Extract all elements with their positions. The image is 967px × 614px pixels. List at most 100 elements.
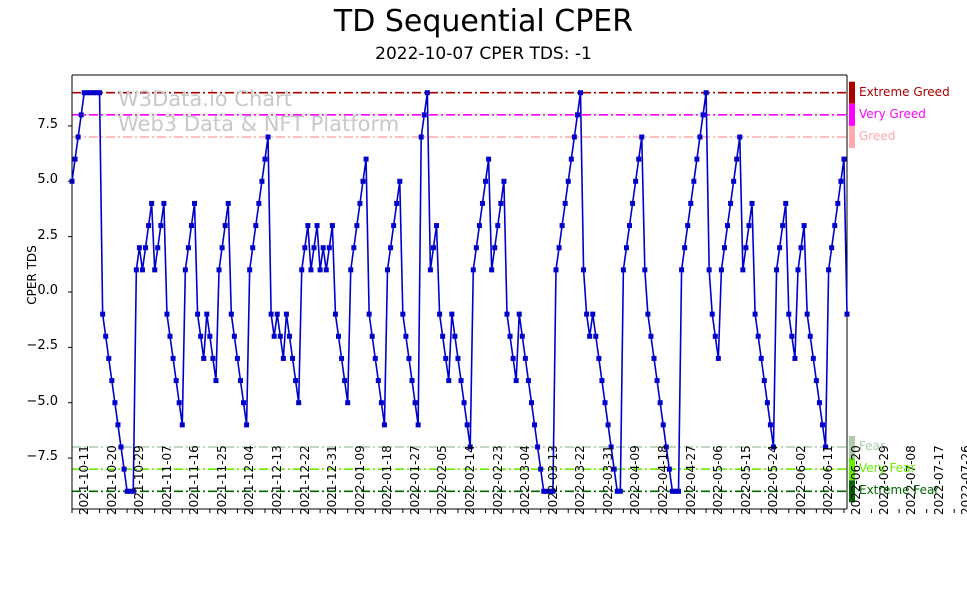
- data-point: [112, 400, 118, 406]
- data-point: [731, 178, 737, 184]
- data-point: [605, 422, 611, 428]
- data-point: [510, 355, 516, 361]
- data-point: [559, 223, 565, 229]
- threshold-swatch: [849, 458, 855, 481]
- data-point: [222, 223, 228, 229]
- data-point: [271, 333, 277, 339]
- data-point: [538, 466, 544, 472]
- x-tick-label: 2021-10-20: [104, 445, 119, 515]
- data-point: [578, 90, 583, 96]
- data-point: [336, 333, 341, 339]
- x-tick-label: 2022-04-09: [628, 445, 643, 515]
- data-point: [633, 178, 639, 184]
- data-point: [574, 112, 580, 118]
- data-point: [823, 444, 829, 450]
- x-tick-label: 2022-07-26: [959, 445, 967, 515]
- data-point: [345, 400, 351, 406]
- data-point: [535, 444, 541, 450]
- data-point: [348, 267, 354, 273]
- data-point: [562, 200, 568, 206]
- data-point: [700, 112, 706, 118]
- data-point: [455, 355, 461, 361]
- data-point: [216, 267, 222, 273]
- data-point: [749, 200, 755, 206]
- x-tick-label: 2022-03-31: [600, 445, 615, 515]
- data-point: [657, 400, 663, 406]
- data-point: [440, 333, 446, 339]
- series-markers: [69, 90, 850, 494]
- data-point: [676, 488, 682, 494]
- x-tick-label: 2021-12-04: [242, 445, 257, 515]
- data-point: [274, 311, 280, 317]
- x-tick-label: 2022-02-14: [462, 445, 477, 515]
- data-point: [489, 267, 495, 273]
- data-point: [234, 355, 240, 361]
- data-point: [161, 200, 167, 206]
- data-point: [176, 400, 182, 406]
- data-point: [446, 378, 452, 384]
- data-point: [544, 488, 550, 494]
- data-point: [400, 311, 406, 317]
- data-point: [75, 134, 81, 140]
- data-point: [354, 223, 360, 229]
- threshold-swatch: [849, 436, 855, 458]
- data-point: [94, 90, 100, 96]
- y-tick-label: −7.5: [26, 449, 58, 465]
- data-point: [639, 134, 645, 140]
- data-point: [669, 488, 675, 494]
- threshold-swatch: [849, 480, 855, 503]
- data-point: [323, 267, 329, 273]
- data-point: [498, 200, 504, 206]
- data-point: [522, 355, 528, 361]
- data-point: [660, 422, 666, 428]
- data-point: [755, 333, 761, 339]
- x-tick-label: 2022-01-27: [407, 445, 422, 515]
- data-point: [237, 378, 243, 384]
- data-point: [103, 333, 109, 339]
- data-point: [115, 422, 121, 428]
- data-point: [424, 90, 430, 96]
- data-point: [412, 400, 418, 406]
- data-point: [409, 378, 415, 384]
- data-point: [391, 223, 397, 229]
- data-point: [320, 245, 326, 251]
- data-point: [286, 333, 292, 339]
- data-point: [467, 444, 473, 450]
- data-point: [479, 200, 485, 206]
- data-point: [587, 333, 593, 339]
- data-point: [783, 200, 789, 206]
- data-point: [608, 444, 614, 450]
- data-point: [158, 223, 164, 229]
- data-point: [525, 378, 531, 384]
- data-point: [679, 267, 685, 273]
- data-point: [810, 355, 816, 361]
- data-point: [703, 90, 709, 96]
- data-point: [311, 245, 317, 251]
- data-point: [486, 156, 492, 162]
- data-point: [630, 200, 636, 206]
- threshold-label: Extreme Fear: [859, 483, 940, 498]
- data-point: [342, 378, 348, 384]
- data-point: [443, 355, 449, 361]
- data-point: [302, 245, 308, 251]
- data-point: [339, 355, 345, 361]
- data-point: [767, 422, 773, 428]
- data-point: [250, 245, 256, 251]
- data-point: [253, 223, 259, 229]
- x-tick-label: 2022-07-17: [931, 445, 946, 515]
- data-point: [225, 200, 231, 206]
- data-point: [97, 90, 103, 96]
- x-tick-label: 2022-03-04: [518, 445, 533, 515]
- data-point: [198, 333, 204, 339]
- data-point: [688, 200, 694, 206]
- data-point: [728, 200, 734, 206]
- data-point: [528, 400, 534, 406]
- data-point: [764, 400, 770, 406]
- data-point: [774, 267, 780, 273]
- data-point: [437, 311, 443, 317]
- data-point: [81, 90, 87, 96]
- data-point: [329, 223, 335, 229]
- data-point: [228, 311, 234, 317]
- x-tick-label: 2021-10-29: [132, 445, 147, 515]
